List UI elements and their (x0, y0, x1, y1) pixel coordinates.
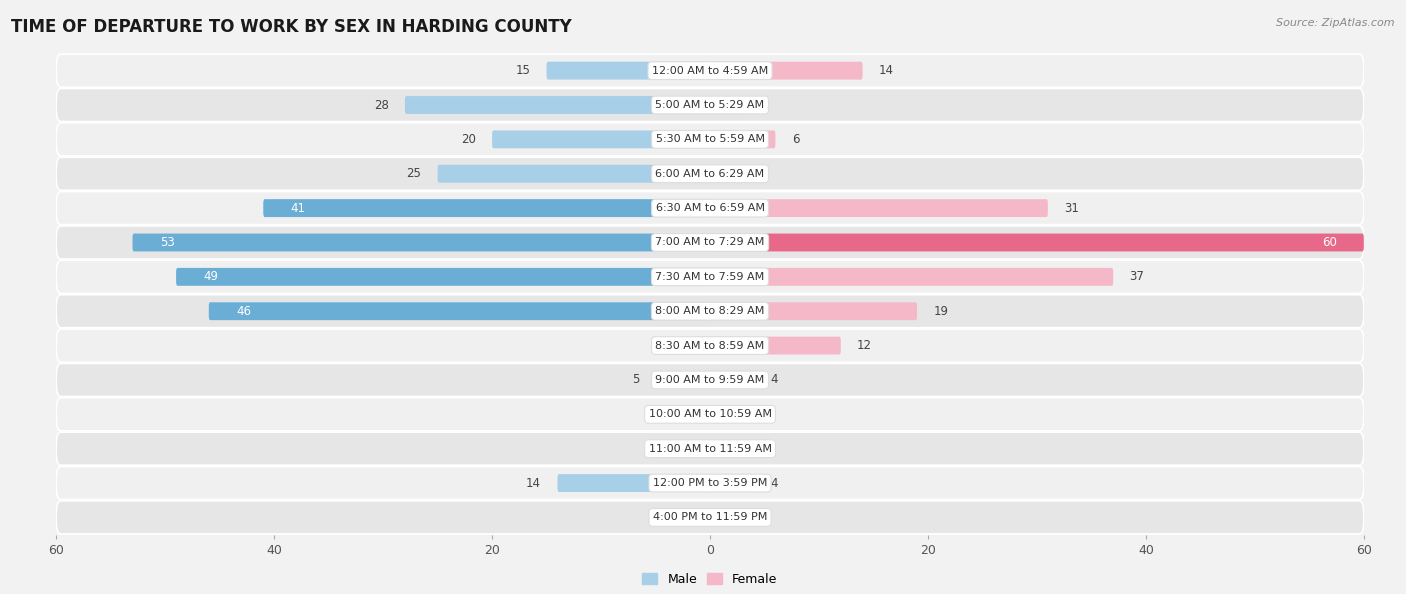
Legend: Male, Female: Male, Female (637, 568, 783, 591)
FancyBboxPatch shape (56, 364, 1364, 396)
FancyBboxPatch shape (56, 501, 1364, 534)
FancyBboxPatch shape (132, 233, 710, 251)
Text: 37: 37 (1129, 270, 1144, 283)
Text: 6:00 AM to 6:29 AM: 6:00 AM to 6:29 AM (655, 169, 765, 179)
Text: 2: 2 (748, 168, 755, 180)
FancyBboxPatch shape (56, 123, 1364, 156)
Text: 0: 0 (742, 408, 749, 421)
FancyBboxPatch shape (56, 54, 1364, 87)
Text: 14: 14 (879, 64, 894, 77)
FancyBboxPatch shape (56, 89, 1364, 122)
FancyBboxPatch shape (710, 233, 1364, 251)
Text: 7:00 AM to 7:29 AM: 7:00 AM to 7:29 AM (655, 238, 765, 248)
FancyBboxPatch shape (710, 474, 754, 492)
FancyBboxPatch shape (558, 474, 710, 492)
Text: 4: 4 (770, 476, 778, 489)
FancyBboxPatch shape (710, 96, 742, 114)
Text: 8:30 AM to 8:59 AM: 8:30 AM to 8:59 AM (655, 340, 765, 350)
Text: 4:00 PM to 11:59 PM: 4:00 PM to 11:59 PM (652, 513, 768, 522)
FancyBboxPatch shape (655, 371, 710, 389)
FancyBboxPatch shape (176, 268, 710, 286)
FancyBboxPatch shape (547, 62, 710, 80)
FancyBboxPatch shape (56, 398, 1364, 431)
Text: 0: 0 (671, 511, 678, 524)
FancyBboxPatch shape (710, 440, 721, 457)
FancyBboxPatch shape (437, 165, 710, 183)
FancyBboxPatch shape (56, 329, 1364, 362)
FancyBboxPatch shape (710, 405, 727, 424)
Text: 60: 60 (1322, 236, 1337, 249)
Text: 10:00 AM to 10:59 AM: 10:00 AM to 10:59 AM (648, 409, 772, 419)
Text: 28: 28 (374, 99, 388, 112)
Text: 11:00 AM to 11:59 AM: 11:00 AM to 11:59 AM (648, 444, 772, 454)
Text: 1: 1 (737, 442, 745, 455)
Text: 5:30 AM to 5:59 AM: 5:30 AM to 5:59 AM (655, 134, 765, 144)
FancyBboxPatch shape (693, 405, 710, 424)
Text: 19: 19 (934, 305, 949, 318)
FancyBboxPatch shape (710, 199, 1047, 217)
Text: 6: 6 (792, 133, 799, 146)
FancyBboxPatch shape (56, 260, 1364, 293)
Text: 15: 15 (516, 64, 530, 77)
FancyBboxPatch shape (263, 199, 710, 217)
FancyBboxPatch shape (710, 337, 841, 355)
FancyBboxPatch shape (208, 302, 710, 320)
FancyBboxPatch shape (56, 466, 1364, 500)
Text: 14: 14 (526, 476, 541, 489)
FancyBboxPatch shape (710, 508, 727, 526)
Text: 5: 5 (631, 374, 640, 387)
FancyBboxPatch shape (710, 62, 862, 80)
Text: 9:00 AM to 9:59 AM: 9:00 AM to 9:59 AM (655, 375, 765, 385)
FancyBboxPatch shape (56, 226, 1364, 259)
Text: 0: 0 (742, 511, 749, 524)
FancyBboxPatch shape (710, 165, 731, 183)
FancyBboxPatch shape (710, 371, 754, 389)
Text: 8:00 AM to 8:29 AM: 8:00 AM to 8:29 AM (655, 307, 765, 316)
FancyBboxPatch shape (56, 157, 1364, 190)
FancyBboxPatch shape (693, 337, 710, 355)
FancyBboxPatch shape (56, 295, 1364, 328)
Text: 0: 0 (671, 408, 678, 421)
Text: 46: 46 (236, 305, 252, 318)
Text: 31: 31 (1064, 201, 1078, 214)
Text: 12:00 PM to 3:59 PM: 12:00 PM to 3:59 PM (652, 478, 768, 488)
FancyBboxPatch shape (693, 440, 710, 457)
Text: 25: 25 (406, 168, 422, 180)
FancyBboxPatch shape (693, 508, 710, 526)
Text: 7:30 AM to 7:59 AM: 7:30 AM to 7:59 AM (655, 272, 765, 282)
Text: 3: 3 (759, 99, 766, 112)
Text: 53: 53 (160, 236, 174, 249)
Text: 6:30 AM to 6:59 AM: 6:30 AM to 6:59 AM (655, 203, 765, 213)
Text: 0: 0 (671, 339, 678, 352)
FancyBboxPatch shape (710, 268, 1114, 286)
Text: TIME OF DEPARTURE TO WORK BY SEX IN HARDING COUNTY: TIME OF DEPARTURE TO WORK BY SEX IN HARD… (11, 18, 572, 36)
FancyBboxPatch shape (710, 302, 917, 320)
Text: Source: ZipAtlas.com: Source: ZipAtlas.com (1277, 18, 1395, 28)
FancyBboxPatch shape (405, 96, 710, 114)
Text: 5:00 AM to 5:29 AM: 5:00 AM to 5:29 AM (655, 100, 765, 110)
Text: 41: 41 (291, 201, 305, 214)
Text: 12: 12 (858, 339, 872, 352)
FancyBboxPatch shape (710, 131, 776, 148)
Text: 49: 49 (204, 270, 218, 283)
Text: 4: 4 (770, 374, 778, 387)
Text: 0: 0 (671, 442, 678, 455)
FancyBboxPatch shape (56, 432, 1364, 465)
FancyBboxPatch shape (492, 131, 710, 148)
Text: 20: 20 (461, 133, 475, 146)
FancyBboxPatch shape (56, 192, 1364, 225)
Text: 12:00 AM to 4:59 AM: 12:00 AM to 4:59 AM (652, 66, 768, 75)
